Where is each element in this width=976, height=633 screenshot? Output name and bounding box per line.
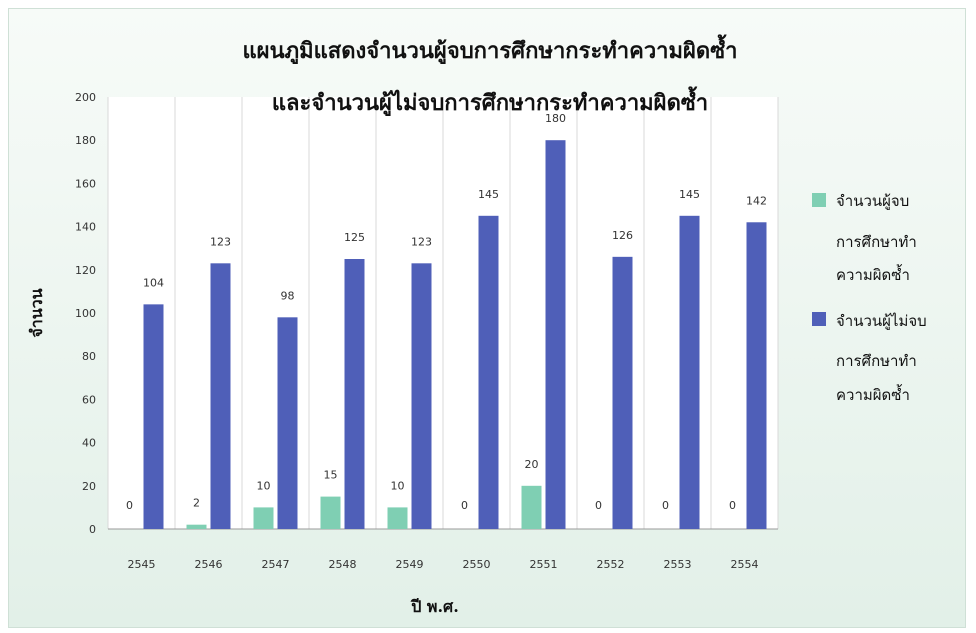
gridlines [107, 97, 779, 529]
y-tick-label: 160 [75, 177, 96, 190]
data-labels: 0 2 10 15 10 0 20 0 0 0 104 123 98 125 123 145 180 126 145… [126, 112, 767, 512]
y-tick-label: 200 [75, 91, 96, 104]
bar-not-graduated [679, 215, 700, 530]
x-tick-label: 2553 [664, 558, 692, 571]
bar-not-graduated [612, 256, 633, 529]
data-label-graduated: 15 [324, 469, 338, 482]
data-label-not-graduated: 142 [746, 194, 767, 207]
x-tick-label: 2547 [262, 558, 290, 571]
y-tick-label: 120 [75, 264, 96, 277]
bar-not-graduated [277, 317, 298, 529]
bar-not-graduated [344, 259, 365, 529]
data-label-not-graduated: 180 [545, 112, 566, 125]
legend-label-graduated-3: ความผิดซ้ำ [836, 264, 910, 284]
y-tick-label: 0 [89, 523, 96, 536]
y-tick-label: 140 [75, 221, 96, 234]
bar-not-graduated [746, 222, 767, 529]
y-tick-label: 60 [82, 393, 96, 406]
x-tick-label: 2549 [396, 558, 424, 571]
y-tick-label: 20 [82, 480, 96, 493]
data-label-graduated: 0 [461, 499, 468, 512]
bar-graduated [320, 496, 341, 529]
x-tick-label: 2550 [463, 558, 491, 571]
data-label-not-graduated: 123 [210, 235, 231, 248]
bar-not-graduated [478, 215, 499, 530]
legend-swatch-not-graduated [812, 312, 826, 326]
bars [143, 140, 767, 530]
y-ticks: 0 20 40 60 80 100 120 140 160 180 200 [75, 91, 96, 536]
legend-label-not-graduated-1: จำนวนผู้ไม่จบ [836, 312, 927, 330]
bar-graduated [253, 507, 274, 529]
bar-graduated [387, 507, 408, 529]
y-tick-label: 100 [75, 307, 96, 320]
data-label-not-graduated: 145 [679, 188, 700, 201]
data-label-graduated: 0 [662, 499, 669, 512]
data-label-graduated: 20 [525, 458, 539, 471]
y-tick-label: 80 [82, 350, 96, 363]
data-label-graduated: 10 [257, 479, 271, 492]
x-tick-label: 2554 [731, 558, 759, 571]
bar-not-graduated [143, 304, 164, 529]
data-label-graduated: 2 [193, 497, 200, 510]
legend-swatch-graduated [812, 193, 826, 207]
data-label-not-graduated: 104 [143, 276, 164, 289]
chart-title-line-2: และจำนวนผู้ไม่จบการศึกษากระทำความผิดซ้ำ [272, 86, 708, 117]
data-label-not-graduated: 125 [344, 231, 365, 244]
legend-label-not-graduated-3: ความผิดซ้ำ [836, 384, 910, 404]
data-label-graduated: 0 [126, 499, 133, 512]
x-axis-title: ปี พ.ศ. [410, 597, 459, 616]
bar-graduated [186, 524, 207, 529]
data-label-not-graduated: 123 [411, 235, 432, 248]
legend-label-graduated-2: การศึกษาทำ [836, 233, 917, 251]
legend: จำนวนผู้จบ การศึกษาทำ ความผิดซ้ำ จำนวนผู… [812, 192, 927, 404]
data-label-not-graduated: 98 [281, 289, 295, 302]
legend-label-not-graduated-2: การศึกษาทำ [836, 352, 917, 370]
x-ticks: 2545 2546 2547 2548 2549 2550 2551 2552 2553 2554 [128, 558, 759, 571]
x-tick-label: 2551 [530, 558, 558, 571]
bar-not-graduated [411, 263, 432, 529]
y-tick-label: 180 [75, 134, 96, 147]
x-tick-label: 2545 [128, 558, 156, 571]
data-label-graduated: 0 [595, 499, 602, 512]
y-tick-label: 40 [82, 437, 96, 450]
x-tick-label: 2546 [195, 558, 223, 571]
x-tick-label: 2552 [597, 558, 625, 571]
x-tick-label: 2548 [329, 558, 357, 571]
data-label-graduated: 10 [391, 479, 405, 492]
bar-graduated [521, 485, 542, 529]
legend-label-graduated-1: จำนวนผู้จบ [836, 192, 909, 210]
chart-title-line-1: แผนภูมิแสดงจำนวนผู้จบการศึกษากระทำความผิ… [243, 34, 738, 65]
data-label-not-graduated: 126 [612, 229, 633, 242]
data-label-not-graduated: 145 [478, 188, 499, 201]
bar-not-graduated [545, 140, 566, 529]
data-label-graduated: 0 [729, 499, 736, 512]
y-axis-title: จำนวน [27, 288, 46, 337]
bar-not-graduated [210, 263, 231, 529]
